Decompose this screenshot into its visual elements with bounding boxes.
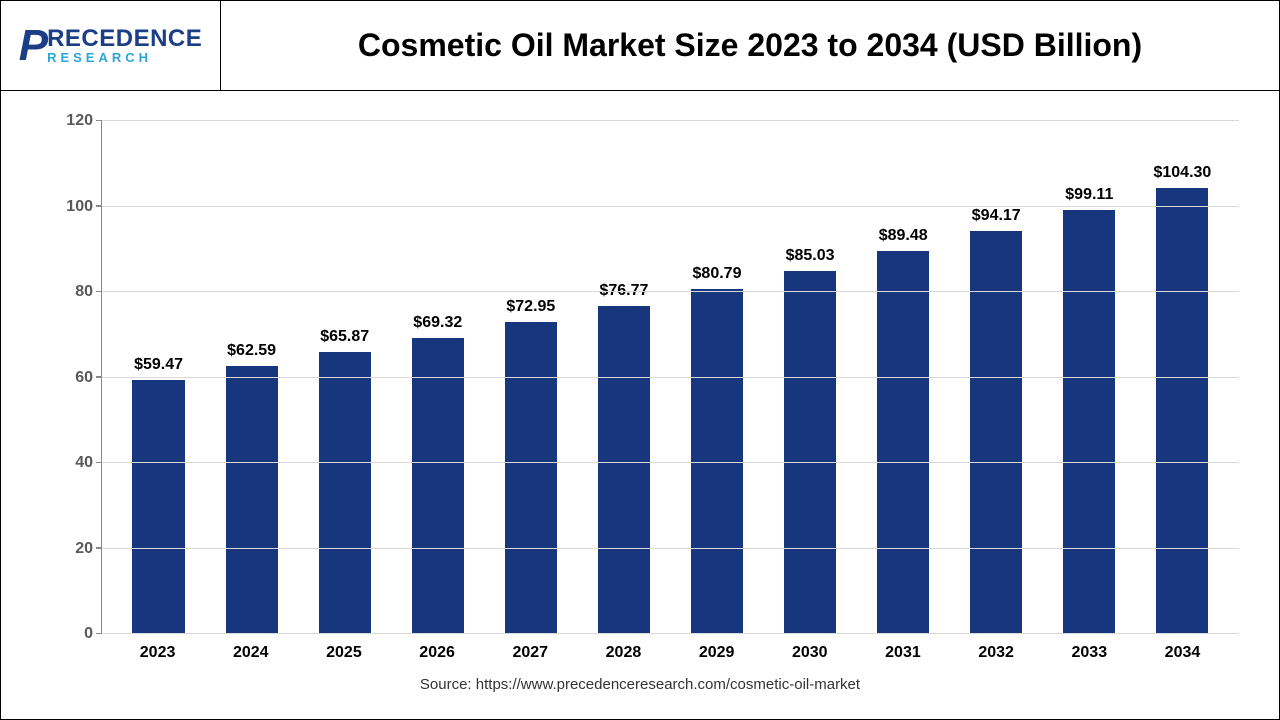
x-axis-labels: 2023202420252026202720282029203020312032… [101, 634, 1239, 662]
bar-slot: $69.32 [391, 121, 484, 634]
header-row: P RECEDENCE RESEARCH Cosmetic Oil Market… [1, 1, 1279, 91]
bar-slot: $104.30 [1136, 121, 1229, 634]
y-tick-label: 120 [66, 112, 93, 130]
bars-container: $59.47 $62.59 $65.87 $69.32 $72.95 $76.77 $80.… [102, 121, 1239, 634]
bar-value-label: $80.79 [693, 265, 742, 283]
logo-top-text: RECEDENCE [47, 27, 202, 51]
chart-title: Cosmetic Oil Market Size 2023 to 2034 (U… [358, 27, 1142, 64]
x-tick-label: 2033 [1043, 644, 1136, 662]
x-tick-label: 2034 [1136, 644, 1229, 662]
bar-slot: $80.79 [670, 121, 763, 634]
gridline [102, 377, 1239, 378]
bar [877, 251, 929, 634]
chart-wrap: 0 20 40 60 80 100 120 $59.47 $62.59 $65.87 $69.32… [1, 91, 1279, 719]
y-axis: 020406080100120 [41, 121, 101, 634]
y-tick-mark [96, 205, 102, 207]
bar [412, 338, 464, 634]
plot: 020406080100120 $59.47$62.59$65.87$69.32… [41, 121, 1239, 634]
gridline [102, 548, 1239, 549]
bar-value-label: $62.59 [227, 342, 276, 360]
bar-value-label: $99.11 [1065, 186, 1113, 204]
plot-area: $59.47 $62.59 $65.87 $69.32 $72.95 $76.77 $80.… [101, 121, 1239, 634]
bar [598, 306, 650, 634]
x-tick-label: 2030 [763, 644, 856, 662]
bar-value-label: $69.32 [413, 314, 462, 332]
x-tick-label: 2023 [111, 644, 204, 662]
y-tick-label: 20 [75, 540, 93, 558]
bar-value-label: $94.17 [972, 207, 1021, 225]
bar [505, 322, 557, 634]
gridline [102, 206, 1239, 207]
bar [226, 366, 278, 634]
bar [1063, 210, 1115, 634]
source-caption: Source: https://www.precedenceresearch.c… [41, 662, 1239, 709]
x-tick-label: 2031 [856, 644, 949, 662]
title-cell: Cosmetic Oil Market Size 2023 to 2034 (U… [221, 27, 1279, 64]
logo-bottom-text: RESEARCH [47, 51, 202, 64]
bar [132, 380, 184, 634]
y-tick-label: 0 [84, 625, 93, 643]
x-tick-label: 2032 [950, 644, 1043, 662]
logo-text-stack: RECEDENCE RESEARCH [47, 27, 202, 64]
bar-slot: $65.87 [298, 121, 391, 634]
bar-slot: $89.48 [857, 121, 950, 634]
y-tick-mark [96, 291, 102, 293]
gridline [102, 120, 1239, 121]
y-tick-label: 80 [75, 283, 93, 301]
bar-value-label: $85.03 [786, 247, 835, 265]
gridline [102, 462, 1239, 463]
y-tick-label: 60 [75, 369, 93, 387]
logo-cell: P RECEDENCE RESEARCH [1, 1, 221, 90]
y-tick-mark [96, 120, 102, 122]
bar-value-label: $104.30 [1153, 164, 1211, 182]
bar [319, 352, 371, 634]
bar-slot: $62.59 [205, 121, 298, 634]
bar-value-label: $65.87 [320, 328, 369, 346]
bar-slot: $94.17 [950, 121, 1043, 634]
bar-value-label: $72.95 [506, 298, 555, 316]
y-tick-mark [96, 633, 102, 635]
bar-value-label: $89.48 [879, 227, 928, 245]
gridline [102, 633, 1239, 634]
bar-slot: $72.95 [484, 121, 577, 634]
y-tick-mark [96, 376, 102, 378]
bar-value-label: $59.47 [134, 356, 183, 374]
bar [784, 271, 836, 635]
y-tick-mark [96, 462, 102, 464]
gridline [102, 291, 1239, 292]
y-tick-label: 100 [66, 198, 93, 216]
logo-p-glyph: P [19, 24, 47, 68]
chart-card: P RECEDENCE RESEARCH Cosmetic Oil Market… [0, 0, 1280, 720]
bar [1156, 188, 1208, 634]
x-tick-label: 2028 [577, 644, 670, 662]
bar-slot: $59.47 [112, 121, 205, 634]
x-tick-label: 2027 [484, 644, 577, 662]
y-tick-mark [96, 547, 102, 549]
x-tick-label: 2029 [670, 644, 763, 662]
bar-slot: $76.77 [577, 121, 670, 634]
x-tick-label: 2024 [204, 644, 297, 662]
x-tick-label: 2025 [297, 644, 390, 662]
x-tick-label: 2026 [391, 644, 484, 662]
bar-slot: $99.11 [1043, 121, 1136, 634]
bar-slot: $85.03 [764, 121, 857, 634]
brand-logo: P RECEDENCE RESEARCH [19, 24, 203, 68]
y-tick-label: 40 [75, 454, 93, 472]
